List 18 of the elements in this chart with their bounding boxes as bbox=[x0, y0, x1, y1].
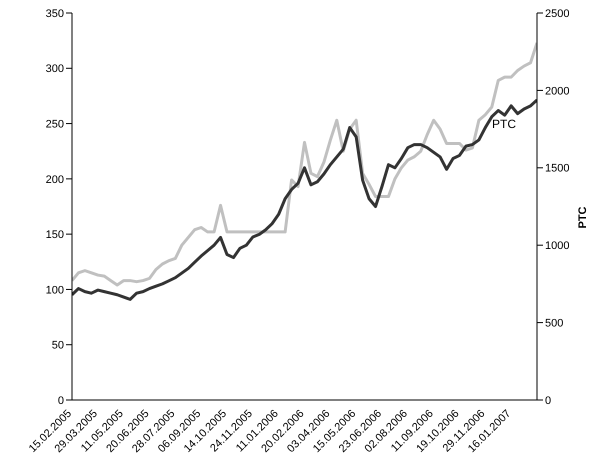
y2-tick-label: 1000 bbox=[545, 240, 570, 252]
line-series bbox=[72, 41, 537, 287]
y2-tick-label: 2000 bbox=[545, 85, 570, 98]
y2-tick-label: 0 bbox=[545, 394, 552, 407]
series-label: PTC bbox=[492, 117, 516, 131]
y-tick-label: 50 bbox=[52, 340, 64, 352]
y-tick-label: 200 bbox=[46, 174, 64, 186]
y2-tick-label: 500 bbox=[545, 318, 564, 330]
y-tick-label: 250 bbox=[46, 118, 64, 130]
y-tick-label: 100 bbox=[46, 284, 64, 296]
line-series bbox=[72, 98, 537, 301]
y-tick-label: 300 bbox=[46, 63, 64, 76]
y-tick-label: 150 bbox=[46, 229, 64, 242]
y-tick-label: 350 bbox=[46, 8, 64, 20]
y2-tick-label: 1500 bbox=[545, 162, 570, 175]
y-tick-label: 0 bbox=[58, 394, 64, 407]
y2-axis-title: PTC bbox=[576, 206, 589, 228]
y2-tick-label: 2500 bbox=[545, 8, 570, 20]
